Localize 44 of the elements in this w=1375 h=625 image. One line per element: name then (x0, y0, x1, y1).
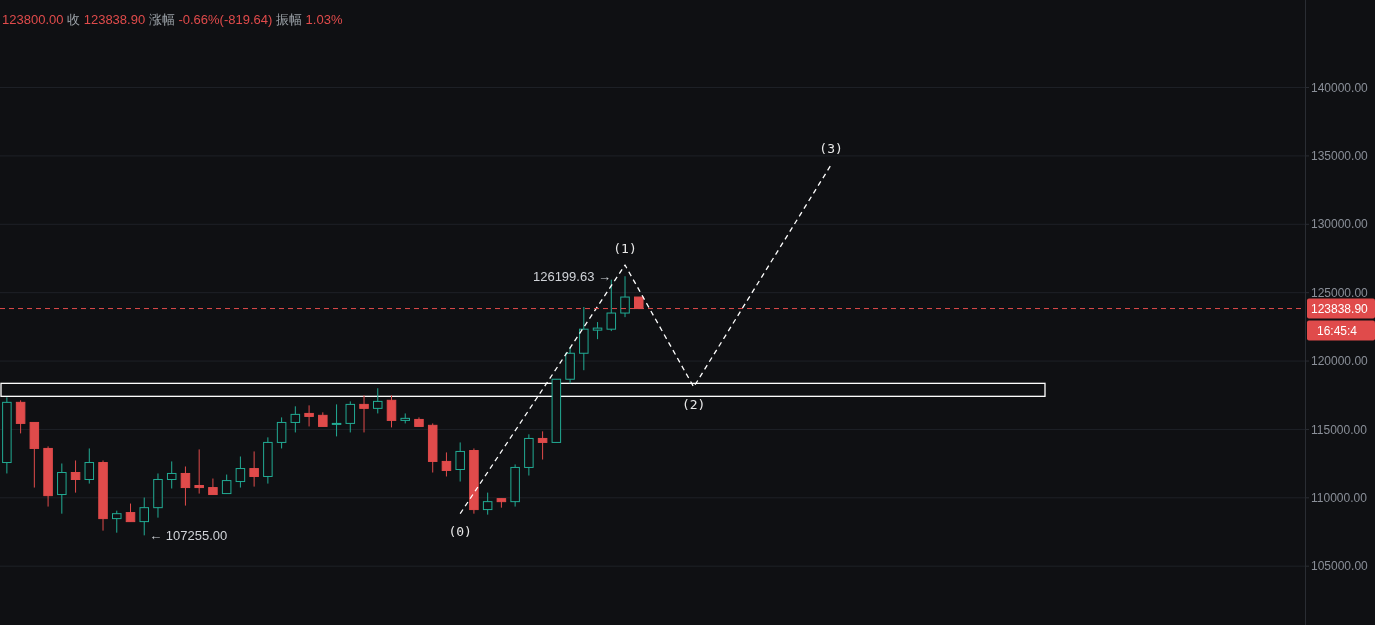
candlestick (359, 394, 369, 433)
candlestick (482, 492, 493, 516)
candlestick (606, 279, 617, 332)
annotation: ← 107255.00 (149, 527, 228, 543)
candlestick (537, 430, 548, 461)
candlestick (331, 403, 342, 437)
annotation: (1) (613, 241, 637, 257)
annotation: (0) (448, 523, 472, 539)
candlestick (290, 405, 301, 433)
text: 123800.00 收 123838.90 涨幅 -0.66%(-819.64) 振幅 1.03% (2, 12, 343, 27)
candlestick (166, 460, 177, 490)
candlestick (194, 448, 204, 495)
candlestick (249, 450, 259, 488)
candlestick (386, 394, 397, 428)
candlestick (208, 478, 218, 496)
candlestick (112, 510, 122, 534)
y-tick-label: 120000.00 (1311, 354, 1369, 369)
y-tick-label: 125000.00 (1311, 285, 1369, 300)
text: 16:45:4 (1317, 323, 1358, 338)
candlestick (57, 462, 67, 515)
annotation: (3) (819, 140, 843, 156)
candlestick (70, 459, 81, 494)
candlestick (304, 404, 314, 427)
candlestick (345, 400, 356, 433)
candlestick (15, 399, 26, 434)
candlestick (221, 474, 232, 495)
y-tick-label: 115000.00 (1311, 422, 1368, 437)
candlestick (84, 447, 95, 485)
candlestick (620, 275, 630, 318)
y-tick-label: 140000.00 (1311, 80, 1369, 95)
candlestick (235, 456, 246, 489)
y-tick-label: 135000.00 (1311, 149, 1369, 164)
y-tick-label: 105000.00 (1311, 559, 1369, 574)
candlestick (180, 465, 191, 507)
ref-line-label: 123838.90 (1311, 301, 1369, 316)
annotation: (2) (681, 397, 706, 413)
y-tick-label: 110000.00 (1311, 491, 1368, 506)
candlestick (441, 451, 452, 477)
candlestick (139, 497, 149, 536)
y-tick-label: 130000.00 (1311, 217, 1369, 232)
candlestick (125, 503, 136, 523)
candlestick (276, 416, 287, 449)
candlestick (455, 441, 465, 483)
annotation: 126199.63 → (532, 268, 612, 284)
